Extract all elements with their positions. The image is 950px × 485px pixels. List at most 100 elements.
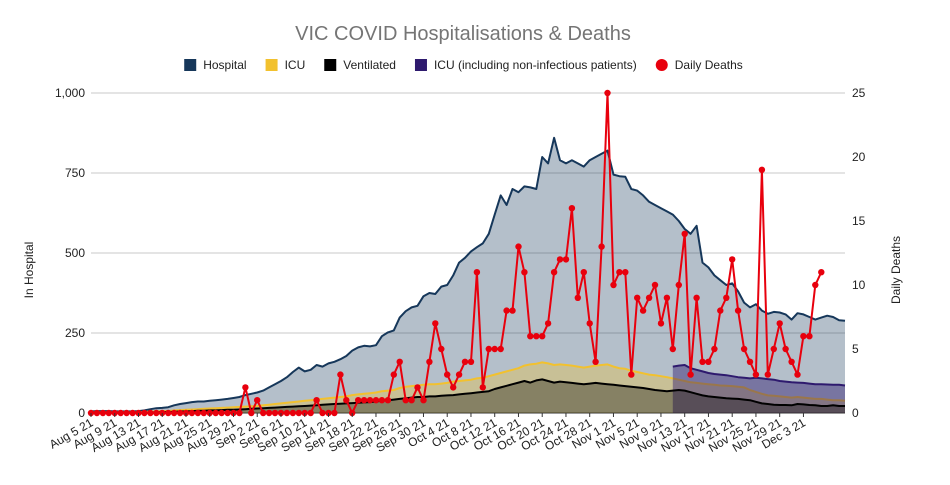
- daily-deaths-point: [663, 294, 671, 301]
- daily-deaths-point: [693, 294, 700, 301]
- daily-deaths-point: [450, 384, 457, 391]
- chart-title: VIC COVID Hospitalisations & Deaths: [295, 23, 631, 45]
- daily-deaths-point: [699, 358, 706, 365]
- grid-lines: [91, 92, 845, 414]
- daily-deaths-point: [533, 333, 540, 340]
- daily-deaths-point: [491, 345, 498, 353]
- daily-deaths-point: [657, 320, 665, 327]
- daily-deaths-point: [105, 409, 113, 417]
- daily-deaths-point: [343, 397, 350, 404]
- legend-label-icu: ICU: [285, 58, 306, 72]
- daily-deaths-point: [717, 307, 724, 314]
- daily-deaths-point: [639, 307, 647, 314]
- daily-deaths-point: [248, 409, 255, 417]
- daily-deaths-point: [782, 345, 789, 353]
- y-right-tick-label: 15: [852, 214, 866, 228]
- daily-deaths-point: [598, 243, 605, 250]
- daily-deaths-point: [539, 333, 546, 340]
- y-left-tick-label: 750: [65, 166, 85, 180]
- daily-deaths-point: [438, 345, 445, 353]
- daily-deaths-point: [556, 256, 564, 263]
- daily-deaths-point: [408, 397, 415, 404]
- y-left-tick-label: 1,000: [55, 86, 85, 100]
- daily-deaths-point: [165, 409, 172, 417]
- icu-line: [91, 361, 846, 414]
- daily-deaths-point: [788, 358, 795, 365]
- icu-area: [91, 362, 845, 413]
- y-right-tick-label: 25: [852, 86, 866, 100]
- legend-label-daily-deaths: Daily Deaths: [675, 58, 743, 72]
- y-axis-right-label: Daily Deaths: [889, 236, 903, 304]
- icu-including-non-infectious-patients-line: [672, 364, 846, 387]
- daily-deaths-point: [212, 409, 219, 417]
- legend-marker-daily-deaths: [655, 59, 668, 71]
- daily-deaths-point: [740, 345, 748, 353]
- daily-deaths-point: [384, 397, 392, 404]
- daily-deaths-point: [645, 294, 653, 301]
- daily-deaths-point: [580, 269, 587, 276]
- daily-deaths-point: [283, 409, 291, 417]
- daily-deaths-point: [794, 371, 801, 378]
- legend-label-ventilated: Ventilated: [343, 58, 396, 72]
- daily-deaths-point: [289, 409, 297, 417]
- daily-deaths-point: [479, 384, 486, 391]
- y-axis-left-label: In Hospital: [22, 242, 36, 299]
- daily-deaths-point: [515, 243, 522, 250]
- legend-marker-icu-including-non-infectious-patients: [414, 59, 427, 71]
- daily-deaths-point: [687, 371, 694, 378]
- daily-deaths-point: [129, 409, 136, 417]
- daily-deaths-point: [123, 409, 130, 417]
- daily-deaths-point: [147, 409, 154, 417]
- daily-deaths-point: [265, 409, 273, 417]
- daily-deaths-point: [544, 320, 552, 327]
- y-right-tick-label: 10: [852, 278, 866, 292]
- legend-label-icu-including-non-infectious-patients: ICU (including non-infectious patients): [434, 58, 637, 72]
- daily-deaths-point: [574, 294, 581, 301]
- daily-deaths-point: [497, 345, 504, 353]
- daily-deaths-point: [396, 358, 403, 365]
- daily-deaths-point: [366, 397, 374, 404]
- daily-deaths-point: [331, 409, 338, 417]
- daily-deaths-point: [117, 409, 124, 417]
- daily-deaths-point: [414, 384, 421, 391]
- y-left-tick-label: 0: [78, 406, 85, 420]
- daily-deaths-point: [764, 371, 771, 378]
- daily-deaths-point: [99, 409, 107, 417]
- daily-deaths-point: [610, 281, 617, 289]
- y-left-tick-label: 500: [65, 246, 85, 260]
- legend-label-hospital: Hospital: [203, 58, 246, 72]
- daily-deaths-point: [651, 281, 659, 289]
- daily-deaths-point: [485, 345, 492, 353]
- ventilated-area: [91, 379, 845, 413]
- daily-deaths-point: [141, 409, 148, 417]
- daily-deaths-point: [473, 269, 481, 276]
- daily-deaths-point: [153, 409, 160, 417]
- daily-deaths-point: [426, 358, 433, 365]
- daily-deaths-point: [812, 281, 819, 289]
- daily-deaths-point: [360, 397, 368, 404]
- daily-deaths-point: [355, 397, 362, 404]
- daily-deaths-point: [176, 409, 184, 417]
- area-series: [90, 136, 846, 414]
- daily-deaths-point: [521, 269, 528, 276]
- hospital-area: [91, 137, 845, 414]
- daily-deaths-point: [592, 358, 599, 365]
- daily-deaths-point: [402, 397, 409, 404]
- daily-deaths-point: [527, 333, 534, 340]
- daily-deaths-point: [200, 409, 207, 417]
- daily-deaths-point: [461, 358, 469, 365]
- daily-deaths-point: [503, 307, 510, 314]
- daily-deaths-point: [337, 371, 344, 378]
- daily-deaths-point: [455, 371, 463, 378]
- daily-deaths-point: [271, 409, 279, 417]
- daily-deaths-point: [218, 409, 225, 417]
- daily-deaths-point: [758, 166, 766, 173]
- daily-deaths-point: [307, 409, 314, 417]
- daily-deaths-point: [467, 358, 475, 365]
- daily-deaths-point: [509, 307, 516, 314]
- daily-deaths-point: [313, 397, 320, 404]
- daily-deaths-point: [723, 294, 730, 301]
- daily-deaths-point: [378, 397, 386, 404]
